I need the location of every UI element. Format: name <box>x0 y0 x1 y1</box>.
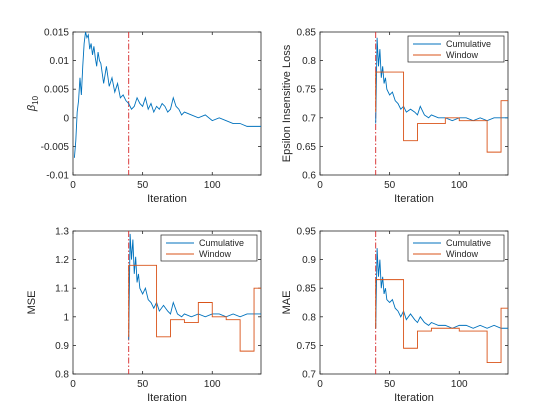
series-line-window <box>375 279 508 364</box>
x-tick-label: 100 <box>451 180 468 191</box>
series-line-1 <box>73 32 261 158</box>
x-axis-label: Iteration <box>394 193 434 205</box>
y-tick-label: 0.9 <box>55 341 69 352</box>
legend-entry: Window <box>446 50 479 60</box>
y-tick-label: 0.8 <box>302 312 316 323</box>
y-tick-label: 0.01 <box>50 56 70 67</box>
y-tick-label: 0.9 <box>302 255 316 266</box>
legend-box <box>160 234 258 262</box>
x-tick-label: 0 <box>317 379 323 390</box>
y-tick-label: 0 <box>63 113 69 124</box>
legend-entry: Cumulative <box>199 238 244 248</box>
x-tick-label: 0 <box>70 379 76 390</box>
y-tick-label: 1 <box>63 312 69 323</box>
y-tick-label: 1.2 <box>55 255 69 266</box>
series-line-cumulative <box>375 248 508 329</box>
legend-entry: Cumulative <box>446 238 491 248</box>
legend-box <box>407 35 505 63</box>
x-tick-label: 100 <box>204 379 221 390</box>
y-tick-label: 0.7 <box>302 113 316 124</box>
subplot-3: 0 50 100 0.8 0.9 1 1.1 1.2 1.3 Iteration MSE Cumula… <box>26 227 262 404</box>
y-tick-label: 0.6 <box>302 171 316 182</box>
y-tick-label: 0.85 <box>297 284 317 295</box>
y-tick-label: 0.75 <box>297 341 317 352</box>
y-axis-label: Epsilon Insensitive Loss <box>281 44 293 162</box>
legend-entry: Window <box>199 249 232 259</box>
y-tick-label: 0.005 <box>44 85 69 96</box>
x-axis-label: Iteration <box>394 392 434 404</box>
x-tick-label: 100 <box>451 379 468 390</box>
x-tick-label: 0 <box>317 180 323 191</box>
x-tick-label: 50 <box>137 180 149 191</box>
subplot-1: 0 50 100 -0.01 -0.005 0 0.005 0.01 0.015 Iteratio… <box>26 28 262 205</box>
y-tick-label: 0.75 <box>297 85 317 96</box>
x-tick-label: 50 <box>137 379 149 390</box>
x-axis-label: Iteration <box>147 193 187 205</box>
y-tick-label: 0.7 <box>302 370 316 381</box>
subplot-4: 0 50 100 0.7 0.75 0.8 0.85 0.9 0.95 Iteration MAE C… <box>281 227 509 404</box>
x-tick-label: 50 <box>384 180 396 191</box>
y-tick-label: 0.8 <box>302 56 316 67</box>
y-tick-label: 0.85 <box>297 28 317 39</box>
y-axis-label: MSE <box>26 291 38 315</box>
series-line-cumulative <box>375 37 508 124</box>
y-tick-label: 1.1 <box>55 284 69 295</box>
series-line-window <box>375 71 508 153</box>
y-axis-label: β10 <box>26 95 40 112</box>
series-line-cumulative <box>128 233 261 340</box>
y-tick-label: 0.95 <box>297 227 317 238</box>
plot-area <box>72 31 262 176</box>
x-tick-label: 0 <box>70 180 76 191</box>
y-axis-label: MAE <box>281 291 293 315</box>
legend-entry: Window <box>446 249 479 259</box>
y-tick-label: 0.8 <box>55 370 69 381</box>
y-tick-label: 0.015 <box>44 28 69 39</box>
x-tick-label: 50 <box>384 379 396 390</box>
legend-box <box>407 234 505 262</box>
y-tick-label: 0.65 <box>297 142 317 153</box>
x-tick-label: 100 <box>204 180 221 191</box>
y-tick-label: -0.01 <box>46 171 69 182</box>
subplot-2: 0 50 100 0.6 0.65 0.7 0.75 0.8 0.85 Iteration Epsi… <box>281 28 509 205</box>
x-axis-label: Iteration <box>147 392 187 404</box>
y-tick-label: -0.005 <box>41 142 70 153</box>
y-tick-label: 1.3 <box>55 227 69 238</box>
legend-entry: Cumulative <box>446 39 491 49</box>
series-line-window <box>128 264 261 352</box>
